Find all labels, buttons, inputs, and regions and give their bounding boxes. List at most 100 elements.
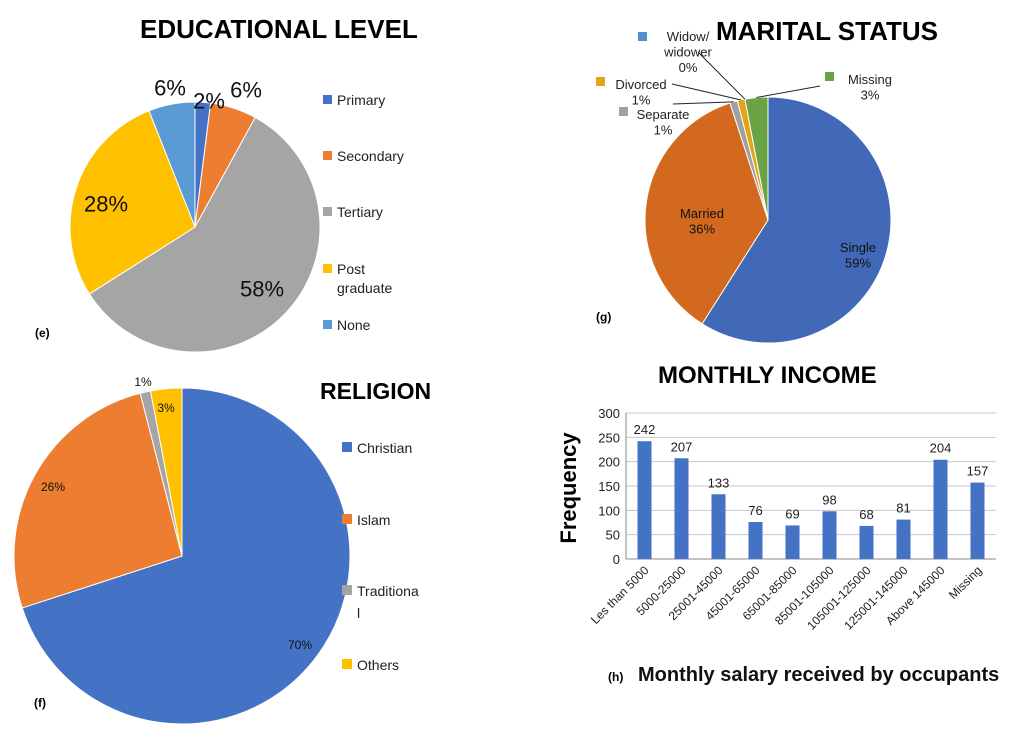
income-title: MONTHLY INCOME xyxy=(658,362,877,389)
marital-data-label-separate: Separate 1% xyxy=(637,107,690,138)
religion-legend-swatch xyxy=(342,514,352,524)
income-y-tick-label: 200 xyxy=(598,455,620,470)
income-y-axis-title: Frequency xyxy=(556,432,581,544)
education-data-label-none: 6% xyxy=(154,76,186,101)
education-legend-label: Tertiary xyxy=(337,204,383,220)
education-data-label-tertiary: 58% xyxy=(240,277,284,302)
education-pie: 2% 6%58%28%6% xyxy=(69,76,321,353)
marital-label-swatch-widow xyxy=(638,32,647,41)
marital-data-label-single: Single 59% xyxy=(840,240,876,271)
income-bar-missing xyxy=(970,482,985,559)
religion-legend-swatch xyxy=(342,442,352,452)
income-bar-85001-105000 xyxy=(822,511,837,559)
income-x-axis-title: Monthly salary received by occupants xyxy=(638,664,1000,686)
education-panel-label: (e) xyxy=(35,326,50,340)
education-data-label-post-graduate: 28% xyxy=(84,192,128,217)
marital-data-label-married: Married 36% xyxy=(680,206,724,237)
marital-panel-label: (g) xyxy=(596,310,612,324)
religion-legend-label: Islam xyxy=(357,512,391,528)
income-panel-label: (h) xyxy=(608,670,624,684)
education-slice-none xyxy=(148,101,196,228)
income-y-tick-label: 250 xyxy=(598,430,620,445)
religion-data-label-traditional: 1% xyxy=(134,375,152,389)
income-bar-value-label: 157 xyxy=(967,464,989,479)
marital-label-swatch-divorced xyxy=(596,77,605,86)
religion-legend-label: Christian xyxy=(357,440,413,456)
marital-slice-single xyxy=(701,96,892,344)
education-legend-item-tertiary: Tertiary xyxy=(323,203,383,222)
income-bar-value-label: 242 xyxy=(634,422,656,437)
religion-slice-islam xyxy=(13,392,183,609)
marital-slice-missing xyxy=(744,96,769,221)
religion-legend-item-others: Others xyxy=(342,654,399,676)
income-bar-value-label: 207 xyxy=(671,439,693,454)
income-y-tick-label: 150 xyxy=(598,479,620,494)
income-bar-value-label: 81 xyxy=(896,501,910,516)
marital-data-label-widow: Widow/widower 0% xyxy=(663,29,712,75)
education-legend-item-secondary: Secondary xyxy=(323,147,404,166)
income-y-tick-label: 100 xyxy=(598,503,620,518)
income-y-tick-label: 300 xyxy=(598,406,620,421)
income-panel: MONTHLY INCOME 0 50 100 150 200 250 300 Frequen… xyxy=(508,360,1016,731)
education-legend-label: Primary xyxy=(337,92,386,108)
education-data-label-primary: 2% xyxy=(193,89,225,114)
income-x-tick-label: 105001-125000 xyxy=(804,563,874,633)
income-bar-45001-65000 xyxy=(748,522,763,559)
income-y-tick-label: 0 xyxy=(613,552,620,567)
religion-data-label-islam: 26% xyxy=(41,480,65,494)
religion-panel-label: (f) xyxy=(34,696,46,710)
income-x-tick-label: 125001-145000 xyxy=(841,563,911,633)
religion-slice-others xyxy=(149,387,183,557)
religion-title: RELIGION xyxy=(320,378,432,404)
education-panel: EDUCATIONAL LEVEL 2% 6% 58% 28% 6% Primary Se… xyxy=(0,0,508,360)
marital-data-label-missing: Missing 3% xyxy=(848,72,892,103)
religion-data-label-others: 3% xyxy=(157,401,175,415)
education-legend-swatch xyxy=(323,264,332,273)
marital-title: MARITAL STATUS xyxy=(716,16,938,46)
religion-legend-item-traditional: Traditiona l xyxy=(342,580,419,624)
education-title: EDUCATIONAL LEVEL xyxy=(140,14,418,44)
marital-leader-line-separate xyxy=(672,101,734,105)
marital-leader-line-widow-widower xyxy=(697,51,746,100)
education-legend-swatch xyxy=(323,151,332,160)
education-legend-swatch xyxy=(323,207,332,216)
income-bar-value-label: 68 xyxy=(859,507,873,522)
income-x-tick-label: Missing xyxy=(946,563,985,602)
income-bar-125001-145000 xyxy=(896,519,911,559)
education-legend-label: None xyxy=(337,317,371,333)
education-legend-item-none: None xyxy=(323,316,370,335)
religion-data-label-christian: 70% xyxy=(288,638,312,652)
income-bar-les-than-5000 xyxy=(637,441,652,559)
marital-pie: Single 59% Married 36% Widow/widower 0%Divorc… xyxy=(596,29,892,344)
marital-label-swatch-separate xyxy=(619,107,628,116)
religion-legend-swatch xyxy=(342,659,352,669)
education-legend-swatch xyxy=(323,320,332,329)
marital-label-swatch-missing xyxy=(825,72,834,81)
income-bar-25001-45000 xyxy=(711,494,726,559)
religion-panel: RELIGION 70% 26% 1% 3% Christian Islam Tradit… xyxy=(0,360,508,731)
education-slice-tertiary xyxy=(88,116,321,353)
income-bar-value-label: 133 xyxy=(708,475,730,490)
income-bar-value-label: 69 xyxy=(785,506,799,521)
income-bar-105001-125000 xyxy=(859,525,874,559)
religion-legend-label: Traditiona l xyxy=(357,583,419,621)
income-bar-5000-25000 xyxy=(674,458,689,559)
income-bar-value-label: 98 xyxy=(822,492,836,507)
religion-legend-item-christian: Christian xyxy=(342,437,412,459)
marital-panel: MARITAL STATUS Single 59% Married 36% Widow/… xyxy=(508,0,1016,360)
income-bar-65001-85000 xyxy=(785,525,800,559)
religion-legend-item-islam: Islam xyxy=(342,509,390,531)
marital-leader-line-divorced xyxy=(671,83,742,101)
education-legend-label: Secondary xyxy=(337,148,404,164)
education-legend-label: Post graduate xyxy=(337,261,393,296)
income-bar-value-label: 204 xyxy=(930,441,952,456)
religion-pie: 70% 26% 1% 3% xyxy=(13,375,351,725)
marital-data-label-divorced: Divorced 1% xyxy=(615,77,666,108)
marital-leader-line-missing xyxy=(756,85,821,99)
education-data-label-secondary: 6% xyxy=(230,78,262,103)
religion-legend-label: Others xyxy=(357,657,400,673)
religion-legend-swatch xyxy=(342,585,352,595)
education-legend-swatch xyxy=(323,95,332,104)
income-y-tick-label: 50 xyxy=(606,528,620,543)
